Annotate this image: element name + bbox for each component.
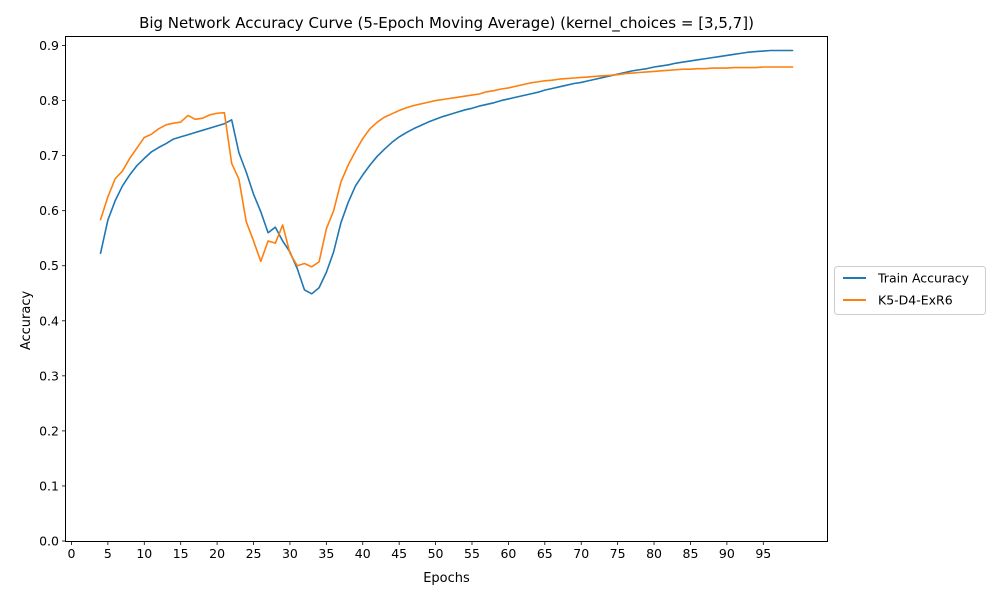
plot-frame [65,36,828,542]
y-axis-label: Accuracy [19,291,34,351]
y-tick-label: 0.8 [39,93,59,108]
legend-label-k5-d4-exr6: K5-D4-ExR6 [878,293,953,308]
y-tick-label: 0.4 [39,313,59,328]
series-line-k5-d4-exr6 [99,66,794,268]
chart-title: Big Network Accuracy Curve (5-Epoch Movi… [139,14,754,33]
x-tick-label: 5 [104,546,112,561]
legend-label-train-accuracy: Train Accuracy [877,271,970,286]
legend-frame [834,266,986,315]
x-tick-label: 35 [318,546,334,561]
x-tick-label: 65 [537,546,553,561]
x-tick-label: 30 [282,546,298,561]
x-tick-label: 50 [428,546,444,561]
y-tick-label: 0.9 [39,38,59,53]
y-tick-label: 0.1 [39,478,59,493]
y-tick-label: 0.5 [39,258,59,273]
x-tick-label: 25 [246,546,262,561]
x-tick-label: 95 [755,546,771,561]
x-tick-label: 85 [683,546,699,561]
y-tick-label: 0.2 [39,423,59,438]
x-tick-label: 45 [391,546,407,561]
x-tick-label: 0 [67,546,75,561]
x-tick-label: 75 [610,546,626,561]
ticks-layer: 0 5 10 15 20 25 30 35 40 45 50 55 60 65 70 75 80 85 90 95 0.… [39,38,771,561]
y-tick-label: 0.6 [39,203,59,218]
y-tick-label: 0.7 [39,148,59,163]
x-tick-label: 10 [136,546,152,561]
legend: Train Accuracy K5-D4-ExR6 [834,266,986,315]
x-tick-label: 60 [500,546,516,561]
x-axis-label: Epochs [423,571,470,586]
x-tick-label: 40 [355,546,371,561]
y-tick-label: 0.0 [39,534,59,549]
x-tick-label: 70 [573,546,589,561]
x-tick-label: 80 [646,546,662,561]
x-tick-label: 20 [209,546,225,561]
x-tick-label: 55 [464,546,480,561]
y-tick-label: 0.3 [39,368,59,383]
series-line-train-accuracy [99,49,794,295]
x-tick-label: 90 [719,546,735,561]
x-tick-label: 15 [173,546,189,561]
series-layer [99,49,794,295]
